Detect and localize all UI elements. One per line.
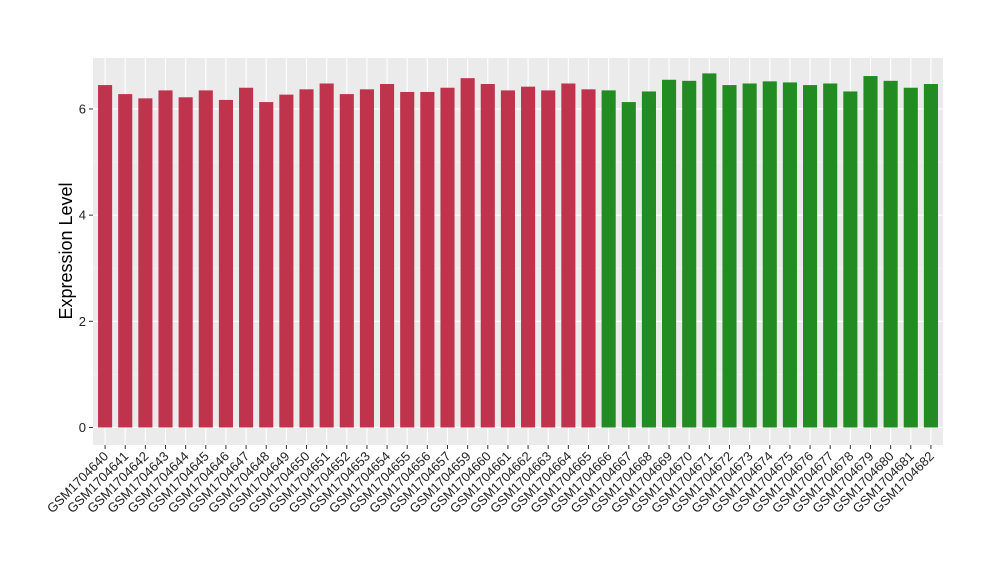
y-tick-label: 2 [79, 314, 86, 329]
bar [923, 84, 938, 428]
bar [359, 89, 374, 428]
bar [198, 90, 213, 428]
bar [903, 87, 918, 428]
plot-panel [93, 58, 943, 445]
bar [400, 91, 415, 428]
bar [319, 83, 334, 428]
bar [178, 97, 193, 428]
bar [782, 82, 797, 428]
bar [299, 89, 314, 428]
bar [339, 94, 354, 428]
bar [702, 73, 717, 428]
bar [218, 99, 233, 428]
y-tick-label: 6 [79, 101, 86, 116]
bar [521, 86, 536, 428]
bar [662, 79, 677, 428]
bar [279, 94, 294, 428]
bar [380, 84, 395, 428]
bar [440, 87, 455, 428]
bar [722, 85, 737, 428]
bar [541, 90, 556, 428]
bar [762, 81, 777, 428]
y-tick-label: 0 [79, 420, 86, 435]
bar [420, 91, 435, 428]
bar [118, 94, 133, 428]
bar [239, 87, 254, 428]
bar [500, 90, 515, 428]
bar [158, 90, 173, 428]
bar [460, 78, 475, 428]
y-tick-label: 4 [79, 208, 86, 223]
bar [98, 85, 113, 428]
bar [480, 84, 495, 428]
bar [863, 76, 878, 428]
bar [682, 80, 697, 428]
bar [138, 98, 153, 428]
bar [641, 91, 656, 428]
bar [803, 85, 818, 428]
bar [581, 89, 596, 428]
bar [843, 91, 858, 428]
y-axis-label: Expression Level [56, 182, 76, 319]
bar [883, 80, 898, 428]
bar [601, 90, 616, 428]
bar [823, 83, 838, 428]
bar [621, 102, 636, 428]
bar [259, 102, 274, 428]
bar [561, 83, 576, 428]
bar [742, 83, 757, 428]
